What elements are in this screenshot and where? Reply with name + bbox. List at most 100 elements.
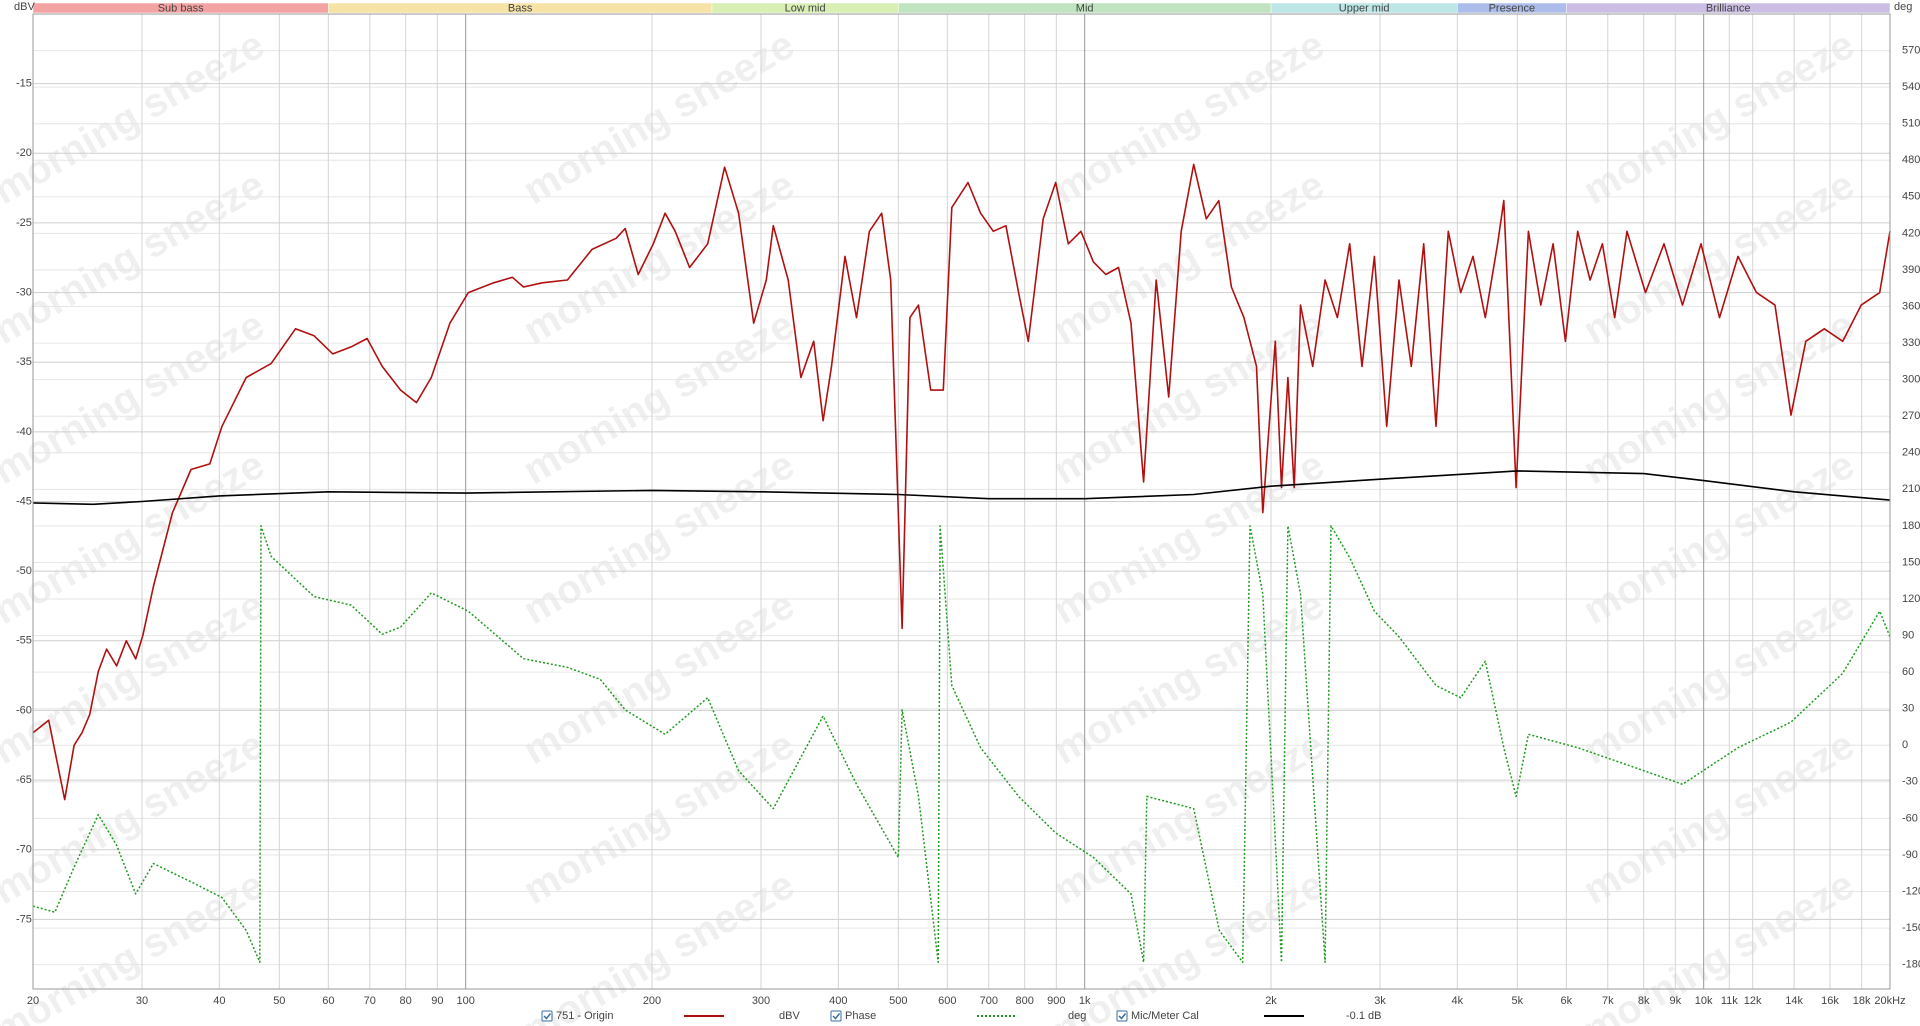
legend-check [1118, 1013, 1127, 1020]
y2-tick-label: 450 [1902, 191, 1920, 203]
x-tick-label: 500 [889, 995, 907, 1007]
grid [32, 14, 1891, 989]
y2-tick-label: 480 [1902, 154, 1920, 166]
x-tick-label: 16k [1821, 995, 1839, 1007]
y-tick-label: -65 [16, 774, 32, 786]
legend-label: Phase [845, 1010, 876, 1022]
y2-tick-label: -120 [1902, 885, 1920, 897]
band-bar: Sub bass Bass Low mid Mid Upper mid Presence B… [32, 2, 1891, 14]
legend-label: Mic/Meter Cal [1131, 1010, 1199, 1022]
x-tick-label: 2k [1265, 995, 1277, 1007]
y2-tick-label: 60 [1902, 666, 1914, 678]
legend-note: -0.1 dB [1346, 1010, 1381, 1022]
y2-tick-label: 0 [1902, 739, 1908, 751]
band-label: Upper mid [1339, 2, 1390, 14]
y2-tick-label: 540 [1902, 81, 1920, 93]
x-tick-label: 600 [938, 995, 956, 1007]
x-tick-label: 6k [1561, 995, 1573, 1007]
legend-checkbox[interactable] [541, 1010, 553, 1022]
x-tick-label: 30 [136, 995, 148, 1007]
x-tick-label: 70 [364, 995, 376, 1007]
x-tick-label: 300 [752, 995, 770, 1007]
x-tick-label: 7k [1602, 995, 1614, 1007]
legend-check [832, 1013, 841, 1020]
x-tick-label: 100 [456, 995, 474, 1007]
y-tick-label: -50 [16, 565, 32, 577]
x-tick-label: 11k [1721, 995, 1738, 1007]
x-tick-label: 12k [1744, 995, 1762, 1007]
y-tick-label: -30 [16, 286, 32, 298]
band-label: Bass [508, 2, 533, 14]
x-tick-label: 4k [1452, 995, 1464, 1007]
y2-tick-label: -180 [1902, 959, 1920, 971]
x-tick-label: 8k [1638, 995, 1650, 1007]
legend-label: 751 - Origin [556, 1010, 613, 1022]
x-tick-label: 10k [1695, 995, 1713, 1007]
legend-check [543, 1013, 552, 1020]
x-tick-label: 50 [273, 995, 285, 1007]
series-line [32, 470, 1891, 506]
y-tick-label: -35 [16, 356, 32, 368]
y2-tick-label: 90 [1902, 629, 1914, 641]
x-tick-label: 80 [400, 995, 412, 1007]
y-tick-label: -15 [16, 78, 32, 90]
y2-tick-label: 30 [1902, 703, 1914, 715]
x-tick-label: 900 [1047, 995, 1065, 1007]
y2-tick-label: 330 [1902, 337, 1920, 349]
y2-tick-label: 360 [1902, 300, 1920, 312]
y-tick-label: -25 [16, 217, 32, 229]
band-label: Mid [1076, 2, 1094, 14]
series-line [32, 163, 1891, 801]
y2-tick-label: -60 [1902, 812, 1918, 824]
plot-border [32, 13, 1891, 990]
legend: 751 - Origin dBV Phase deg Mic/Meter Cal -0.1… [541, 1010, 1381, 1022]
y2-tick-label: 300 [1902, 374, 1920, 386]
x-tick-label: 5k [1512, 995, 1524, 1007]
y2-tick-label: 420 [1902, 227, 1920, 239]
y2-tick-label: 510 [1902, 118, 1920, 130]
x-tick-label: 400 [829, 995, 847, 1007]
y-axis-label: dBV [14, 1, 35, 13]
y2-tick-label: 150 [1902, 556, 1920, 568]
legend-note: dBV [779, 1010, 800, 1022]
band-label: Low mid [785, 2, 826, 14]
plot [32, 163, 1891, 963]
y-tick-label: -20 [16, 147, 32, 159]
x-tick-label: 60 [322, 995, 334, 1007]
y-tick-label: -60 [16, 704, 32, 716]
y2-tick-label: 120 [1902, 593, 1920, 605]
y2-tick-label: 270 [1902, 410, 1920, 422]
y2-tick-label: 210 [1902, 483, 1920, 495]
x-tick-label: 20 [27, 995, 39, 1007]
x-tick-label: 1k [1079, 995, 1091, 1007]
band-label: Brilliance [1706, 2, 1751, 14]
x-tick-label: 18k [1853, 995, 1871, 1007]
y-tick-label: -40 [16, 426, 32, 438]
x-tick-label: 40 [213, 995, 225, 1007]
x-tick-label: 90 [431, 995, 443, 1007]
x-tick-label: 3k [1374, 995, 1386, 1007]
x-tick-label: 20kHz [1874, 995, 1905, 1007]
x-tick-label: 14k [1785, 995, 1803, 1007]
legend-checkbox[interactable] [830, 1010, 842, 1022]
axes: -180 -150 -120 -90 -60 -30 0 30 60 90 120 150 180 210… [16, 44, 1920, 1006]
y2-tick-label: 570 [1902, 44, 1920, 56]
y-tick-label: -55 [16, 635, 32, 647]
y2-tick-label: -150 [1902, 922, 1920, 934]
y2-tick-label: 390 [1902, 264, 1920, 276]
x-tick-label: 200 [643, 995, 661, 1007]
y2-axis-label: deg [1894, 1, 1912, 13]
band [1566, 2, 1891, 14]
y-tick-label: -75 [16, 913, 32, 925]
x-tick-label: 9k [1670, 995, 1682, 1007]
y-tick-label: -70 [16, 844, 32, 856]
y2-tick-label: -90 [1902, 849, 1918, 861]
legend-checkbox[interactable] [1116, 1010, 1128, 1022]
band-label: Presence [1489, 2, 1535, 14]
x-tick-label: 800 [1015, 995, 1033, 1007]
band-label: Sub bass [158, 2, 204, 14]
y2-tick-label: -30 [1902, 776, 1918, 788]
x-tick-label: 700 [980, 995, 998, 1007]
